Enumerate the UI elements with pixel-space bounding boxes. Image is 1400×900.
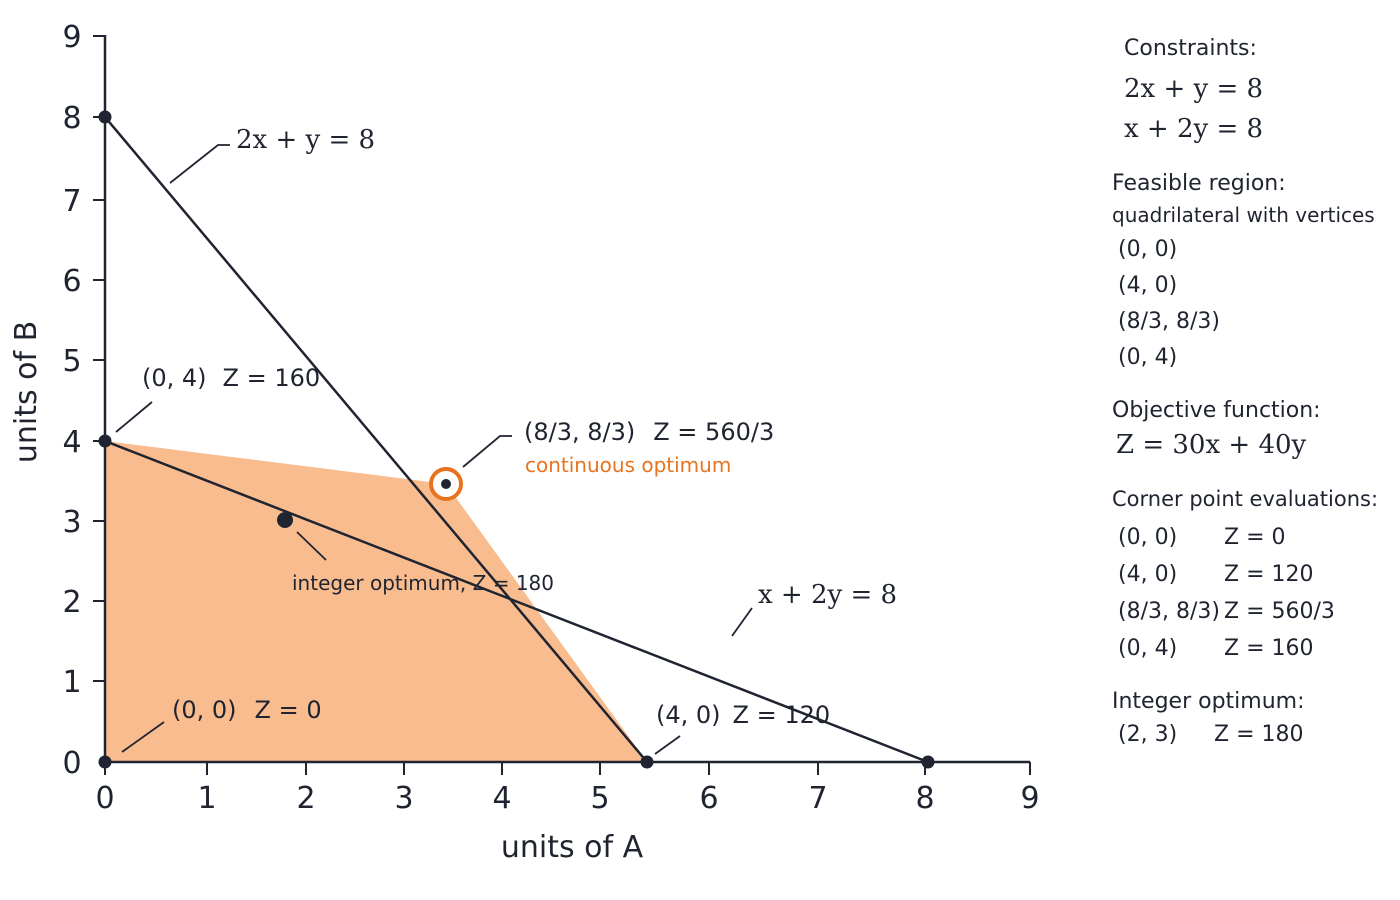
leader-line-constraint-1 [169, 144, 230, 184]
vertex-0-0 [98, 755, 112, 769]
leader-line-integer [296, 531, 327, 561]
constraints-title: Constraints: [1124, 36, 1257, 61]
y-tick-label: 8 [62, 101, 81, 136]
vertex-item: (0, 0) [1118, 237, 1178, 262]
y-tick-label: 6 [62, 264, 81, 299]
integer-z: Z = 180 [1214, 722, 1304, 747]
y-tick-label: 2 [62, 585, 81, 620]
integer-point: (2, 3) [1118, 722, 1178, 747]
corner-row: (0, 0) Z = 0 [1112, 519, 1392, 556]
vertex-8-0 [921, 755, 935, 769]
x-axis-title: units of A [501, 830, 644, 865]
objective-title: Objective function: [1112, 398, 1321, 423]
x-tick-label: 6 [699, 781, 718, 816]
constraint-2: x + 2y = 8 [1124, 114, 1264, 144]
feasible-title: Feasible region: [1112, 171, 1286, 196]
leader-line-optimum [462, 435, 512, 468]
objective-section: Objective function: Z = 30x + 40y [1112, 398, 1392, 465]
x-tick-label: 8 [915, 781, 934, 816]
corner-title: Corner point evaluations: [1112, 487, 1379, 511]
x-tick-label: 7 [808, 781, 827, 816]
corner-z: Z = 0 [1224, 525, 1286, 550]
axis-ticks: 0 1 2 3 4 5 6 7 8 9 0 1 2 3 4 5 6 7 8 9 [62, 20, 1039, 816]
x-tick-label: 3 [394, 781, 413, 816]
continuous-optimum-point [441, 479, 451, 489]
y-tick-label: 4 [62, 425, 81, 460]
integer-section: Integer optimum: (2, 3) Z = 180 [1112, 689, 1392, 753]
constraint-line-2 [104, 439, 929, 764]
x-tick-label: 2 [296, 781, 315, 816]
constraints-section: Constraints: 2x + y = 8 x + 2y = 8 [1112, 36, 1392, 149]
corner-z: Z = 120 [1224, 562, 1314, 587]
vertex-0-8 [98, 110, 112, 124]
corner-row: (0, 4) Z = 160 [1112, 630, 1392, 667]
vertex-0-4 [98, 434, 112, 448]
constraint-1: 2x + y = 8 [1124, 74, 1264, 104]
integer-optimum-label: integer optimum, Z = 180 [292, 571, 554, 595]
point-label-0-0: (0, 0) Z = 0 [172, 696, 322, 724]
feasible-region [105, 441, 647, 762]
integer-title: Integer optimum: [1112, 689, 1305, 714]
y-tick-label: 9 [62, 20, 81, 55]
y-tick-label: 0 [62, 746, 81, 781]
point-label-0-4: (0, 4) Z = 160 [142, 364, 320, 392]
vertex-item: (0, 4) [1118, 345, 1178, 370]
lp-graph: 0 1 2 3 4 5 6 7 8 9 0 1 2 3 4 5 6 7 8 9 2x + y = 8 x + 2y =… [9, 20, 1040, 865]
integer-optimum-point [277, 512, 293, 528]
point-label-4-0: (4, 0) Z = 120 [656, 701, 830, 729]
corner-point: (8/3, 8/3) [1118, 599, 1220, 624]
leader-line-0-4 [115, 401, 153, 433]
x-tick-label: 0 [95, 781, 114, 816]
y-tick-label: 7 [62, 184, 81, 219]
x-tick-label: 9 [1020, 781, 1039, 816]
y-tick-label: 3 [62, 505, 81, 540]
continuous-optimum-note: continuous optimum [525, 453, 731, 477]
corner-row: (8/3, 8/3) Z = 560/3 [1112, 593, 1392, 630]
vertex-item: (4, 0) [1118, 273, 1178, 298]
corner-z: Z = 160 [1224, 636, 1314, 661]
constraint-label-2: x + 2y = 8 [758, 580, 897, 610]
leader-line-0-0 [121, 721, 165, 753]
corner-point: (4, 0) [1118, 562, 1178, 587]
objective-function: Z = 30x + 40y [1116, 430, 1307, 460]
feasible-section: Feasible region: quadrilateral with vert… [1112, 171, 1392, 376]
y-tick-label: 5 [62, 344, 81, 379]
feasible-desc: quadrilateral with vertices [1112, 203, 1375, 227]
constraint-line-1 [104, 116, 648, 763]
leader-line-4-0 [654, 735, 681, 755]
corner-row: (4, 0) Z = 120 [1112, 556, 1392, 593]
integer-row: (2, 3) Z = 180 [1112, 716, 1392, 753]
y-tick-label: 1 [62, 665, 81, 700]
constraint-label-1: 2x + y = 8 [236, 125, 375, 155]
x-tick-label: 4 [492, 781, 511, 816]
corner-point: (0, 4) [1118, 636, 1178, 661]
info-panel: Constraints: 2x + y = 8 x + 2y = 8 Feasi… [1112, 36, 1392, 775]
corner-section: Corner point evaluations: (0, 0) Z = 0 (4… [1112, 487, 1392, 667]
optimum-label: (8/3, 8/3) Z = 560/3 [524, 418, 774, 446]
vertex-item: (8/3, 8/3) [1118, 309, 1220, 334]
corner-z: Z = 560/3 [1224, 599, 1335, 624]
corner-point: (0, 0) [1118, 525, 1178, 550]
vertex-4-0 [640, 755, 654, 769]
leader-line-constraint-2 [731, 607, 753, 637]
x-tick-label: 1 [197, 781, 216, 816]
y-axis-title: units of B [9, 321, 44, 463]
x-tick-label: 5 [590, 781, 609, 816]
